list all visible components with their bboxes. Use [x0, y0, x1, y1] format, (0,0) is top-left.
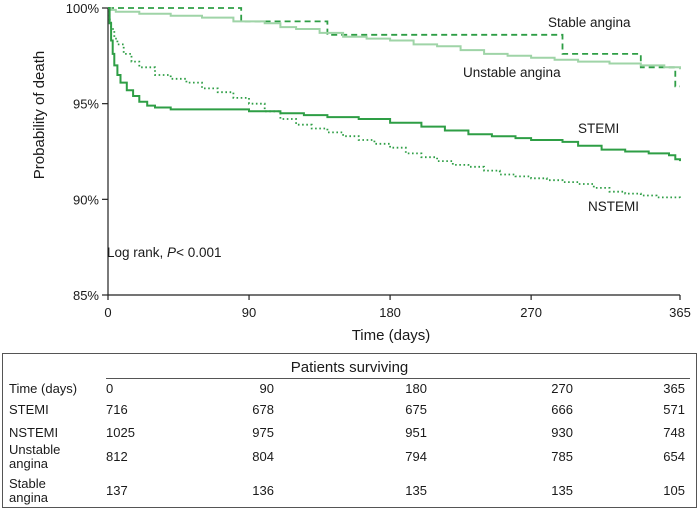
x-axis-title: Time (days): [352, 327, 431, 344]
y-ticks: 85% 90% 95% 100%: [66, 1, 108, 303]
table-row-label: angina: [9, 490, 49, 505]
table-header-label: Time (days): [9, 381, 78, 396]
x-tick-label: 90: [242, 305, 256, 320]
log-rank-annotation: Log rank, P< 0.001: [107, 245, 221, 260]
annotation-prefix: Log rank,: [107, 245, 167, 260]
annotation-p: P: [167, 245, 176, 260]
x-tick-label: 270: [520, 305, 542, 320]
y-axis-title: Probability of death: [31, 51, 48, 179]
table-cell: 785: [551, 449, 573, 464]
table-column-header: 90: [259, 381, 274, 396]
y-tick-label: 95%: [73, 97, 99, 112]
table-cell: 666: [551, 402, 573, 417]
table-row-label: STEMI: [9, 402, 49, 417]
table-cell: 105: [663, 483, 685, 498]
table-cell: 812: [106, 449, 128, 464]
table-cell: 748: [663, 425, 685, 440]
table-title-rule: [106, 378, 690, 379]
table-cell: 1025: [106, 425, 135, 440]
table-cell: 654: [663, 449, 685, 464]
patients-surviving-table: Patients surviving Time (days) 0 90 180 270 3…: [2, 353, 697, 508]
x-tick-label: 0: [104, 305, 111, 320]
table-column-header: 180: [405, 381, 427, 396]
annotation-rest: < 0.001: [176, 245, 221, 260]
table-cell: 930: [551, 425, 573, 440]
table-row-label: Unstable: [9, 442, 61, 457]
series-line-stable-angina: [108, 7, 680, 88]
table-title: Patients surviving: [290, 359, 409, 376]
table-cell: 135: [405, 483, 427, 498]
table-cell: 135: [551, 483, 573, 498]
series-label-unstable-angina: Unstable angina: [463, 65, 561, 80]
series-labels: Stable angina Unstable angina STEMI NSTEMI: [463, 15, 639, 214]
table-cell: 975: [252, 425, 274, 440]
table-row-label: angina: [9, 456, 49, 471]
series-line-stemi: [108, 7, 681, 162]
table-cell: 804: [252, 449, 274, 464]
series-line-unstable-angina: [108, 7, 681, 70]
y-tick-label: 100%: [66, 1, 100, 16]
table-cell: 951: [405, 425, 427, 440]
series-label-stable-angina: Stable angina: [548, 15, 631, 30]
table-cell: 675: [405, 402, 427, 417]
x-tick-label: 180: [379, 305, 401, 320]
survival-chart: 85% 90% 95% 100% 0 90 180 270 365 Stable angina…: [31, 1, 691, 344]
table-cell: 716: [106, 402, 128, 417]
table-column-header: 365: [663, 381, 685, 396]
table-row-label: Stable: [9, 476, 46, 491]
y-tick-label: 85%: [73, 288, 99, 303]
table-cell: 571: [663, 402, 685, 417]
table-cell: 137: [106, 483, 128, 498]
series-line-nstemi: [108, 7, 681, 200]
series-label-stemi: STEMI: [578, 121, 619, 136]
axes: [107, 8, 680, 296]
x-tick-label: 365: [669, 305, 691, 320]
table-cell: 794: [405, 449, 427, 464]
series-lines: [108, 7, 681, 200]
table-cell: 678: [252, 402, 274, 417]
table-column-header: 270: [551, 381, 573, 396]
table-cell: 136: [252, 483, 274, 498]
table-row-label: NSTEMI: [9, 425, 59, 440]
series-label-nstemi: NSTEMI: [588, 199, 639, 214]
y-tick-label: 90%: [73, 192, 99, 207]
table-column-header: 0: [106, 381, 114, 396]
x-ticks: 0 90 180 270 365: [104, 295, 691, 320]
